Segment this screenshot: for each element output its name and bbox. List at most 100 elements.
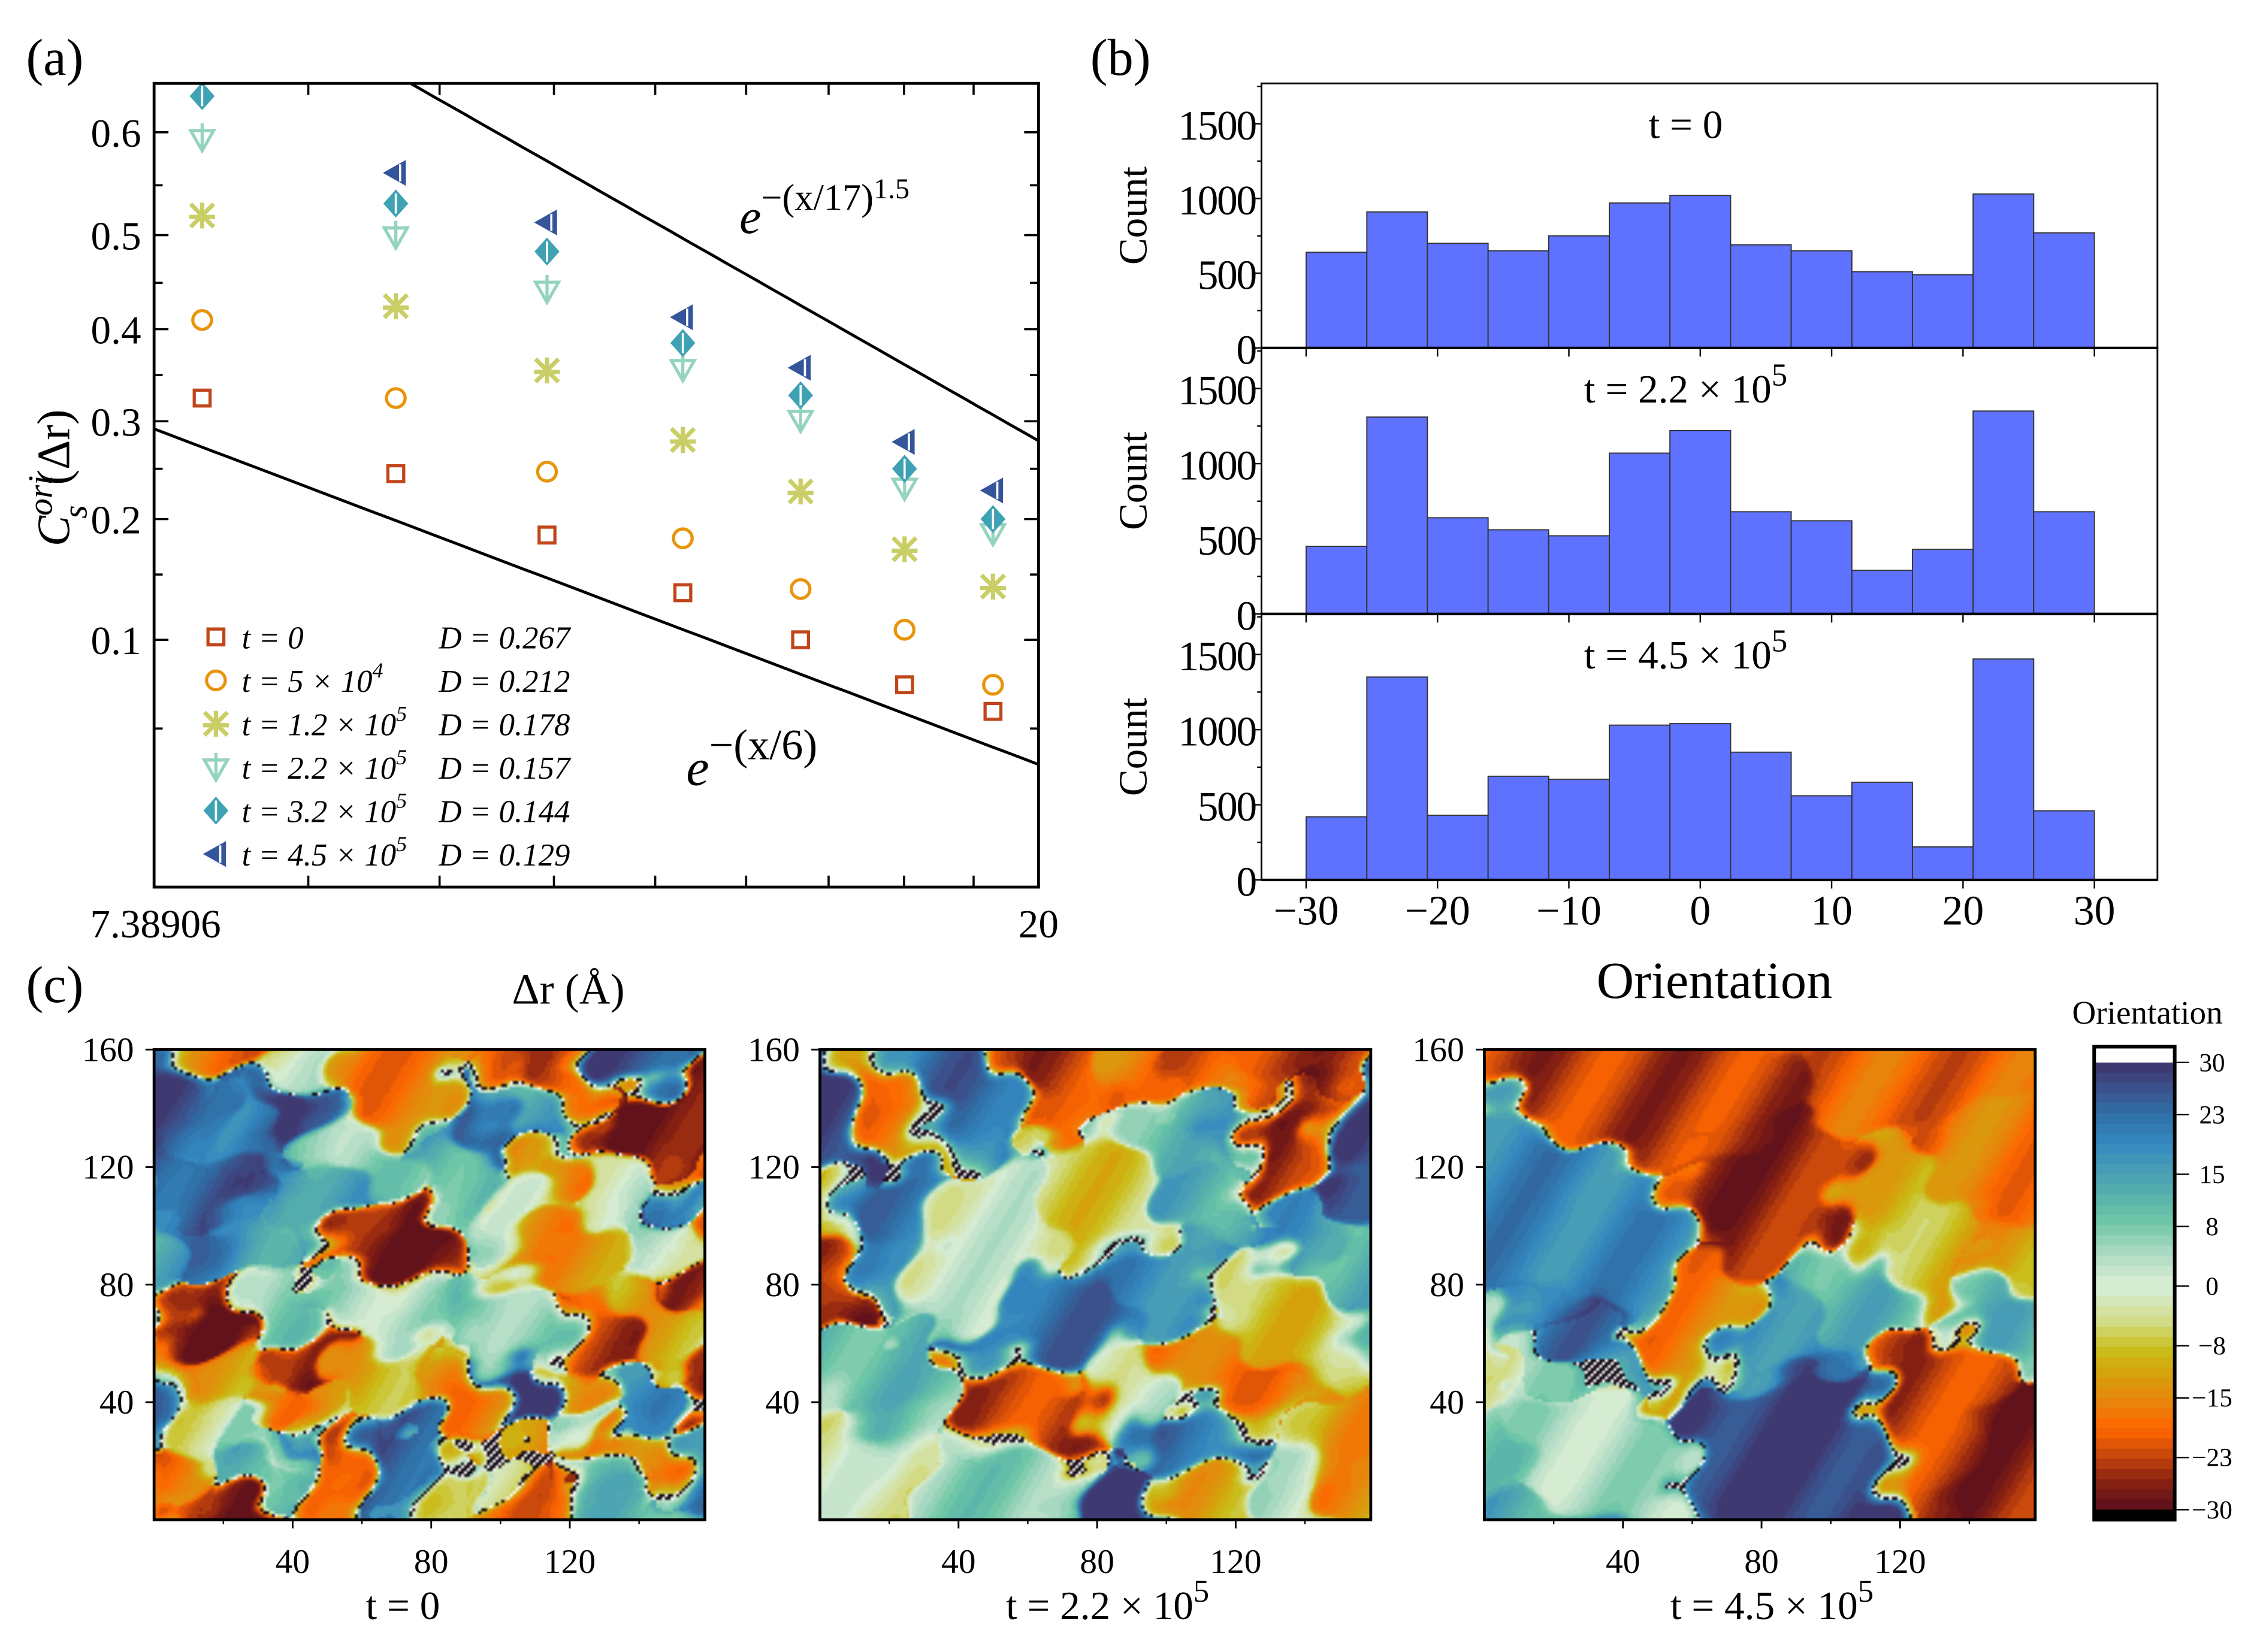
y-tick-label: 0 [1236, 593, 1256, 639]
panel-label-c: (c) [26, 956, 84, 1013]
x-tick-label: 40 [941, 1543, 976, 1581]
data-point [189, 82, 215, 110]
y-tick-label: 0.6 [91, 111, 141, 156]
legend-marker [203, 710, 229, 737]
y-tick-label: 1000 [1178, 443, 1256, 489]
colorbar-tick-label: 0 [2205, 1273, 2219, 1301]
histogram-bar [1306, 546, 1368, 615]
data-point [668, 353, 697, 384]
histogram-bar [2033, 232, 2095, 349]
marker-square-shape [192, 388, 212, 408]
map-title: t = 4.5 × 105 [1670, 1574, 1874, 1628]
colorbar-band [2094, 1479, 2175, 1490]
data-point [669, 426, 696, 453]
data-point [982, 673, 1004, 696]
colorbar-band [2094, 1377, 2175, 1389]
x-tick-label: 120 [1210, 1543, 1261, 1581]
y-tick-label: 80 [99, 1266, 134, 1304]
histogram-bar [1972, 193, 2035, 349]
data-point [189, 202, 216, 229]
x-tick-label: 120 [1874, 1543, 1926, 1581]
y-tick-label: 40 [1430, 1384, 1464, 1421]
legend-marker [206, 627, 226, 647]
histogram-bar [1972, 658, 2035, 881]
text-part: 1.5 [874, 173, 910, 205]
histogram-bar [1669, 429, 1732, 615]
y-tick-label: 0.1 [91, 618, 141, 663]
text-part: 5 [1772, 624, 1787, 658]
data-point [895, 675, 914, 695]
plot-frame-a [152, 81, 1040, 889]
text-part: t = 4.5 × 10 [1670, 1583, 1858, 1628]
x-axis-label-b: Orientation [1597, 952, 1833, 1009]
histogram-bar [1790, 250, 1853, 349]
marker-circle-shape [385, 387, 407, 409]
colorbar-band [2094, 1408, 2175, 1420]
histogram-bar [1427, 517, 1489, 615]
histogram-bar [1487, 529, 1549, 615]
colorbar-band [2094, 1103, 2175, 1115]
data-point [787, 355, 811, 381]
data-point [382, 160, 406, 186]
x-tick-label: 20 [1019, 901, 1059, 946]
data-point [534, 357, 560, 384]
legend-label-t: t = 0 [242, 621, 304, 656]
marker-triangle-left-shape [980, 477, 1004, 504]
marker-square-shape [537, 525, 557, 545]
colorbar-band [2094, 1255, 2175, 1267]
colorbar-band [2094, 1062, 2175, 1074]
colorbar-band [2094, 1499, 2175, 1511]
text-part: (Δr) [29, 410, 80, 485]
y-tick-label: 500 [1198, 518, 1256, 564]
colorbar-tick-label: −8 [2198, 1332, 2226, 1360]
colorbar-band [2094, 1154, 2175, 1165]
data-point [983, 701, 1003, 721]
colorbar-band [2094, 1093, 2175, 1105]
colorbar-frame [2092, 1045, 2177, 1522]
colorbar-band [2094, 1184, 2175, 1196]
text-part: C [29, 515, 80, 546]
data-point [787, 478, 814, 505]
marker-square-shape [983, 701, 1003, 721]
marker-triangle-left-shape [534, 209, 557, 235]
histogram-bar [1851, 781, 1913, 881]
histogram-bar [1730, 244, 1792, 349]
colorbar-band [2094, 1448, 2175, 1460]
colorbar-band [2094, 1306, 2175, 1318]
y-tick-label: 1000 [1178, 709, 1256, 755]
marker-star-shape [534, 357, 560, 384]
legend-label-t: t = 1.2 × 105 [242, 702, 407, 743]
marker-circle-shape [893, 619, 916, 641]
marker-square-shape [895, 675, 914, 695]
legend-label-d: D = 0.129 [438, 838, 570, 873]
histogram-bar [1790, 520, 1853, 615]
text-part: −(x/6) [709, 721, 818, 768]
data-point [536, 461, 558, 483]
text-part: 5 [396, 789, 407, 813]
histogram-bar [1609, 452, 1671, 615]
colorbar-band [2094, 1205, 2175, 1216]
histogram-0: 0 500 1000 1500 Count t = 0 [1110, 82, 2159, 373]
colorbar-band [2094, 1296, 2175, 1308]
series-0 [192, 388, 1003, 721]
legend-label-t: t = 5 × 104 [242, 658, 383, 699]
data-point [980, 573, 1007, 600]
legend-label-d: D = 0.267 [438, 621, 572, 656]
marker-star-shape [892, 536, 918, 562]
colorbar-title: Orientation [2072, 994, 2222, 1031]
text-part: 5 [1858, 1574, 1874, 1609]
data-point [188, 123, 217, 154]
marker-triangle-left-shape [670, 304, 693, 331]
marker-square-shape [673, 583, 693, 603]
marker-star-shape [189, 202, 216, 229]
orientation-map-2: 40 80 120 40 80 120 160 t = 4.5 × 105 [1412, 1031, 2037, 1628]
histogram-bar [1427, 243, 1489, 349]
colorbar-band [2094, 1235, 2175, 1246]
text-part: 4 [373, 658, 383, 682]
colorbar-band [2094, 1225, 2175, 1236]
colorbar-band [2094, 1367, 2175, 1379]
x-tick-label: 0 [1690, 888, 1711, 934]
marker-star-shape [382, 293, 409, 319]
